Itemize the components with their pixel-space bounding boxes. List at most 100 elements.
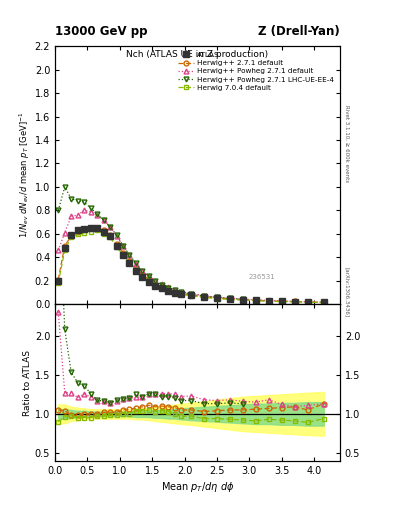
- Herwig 7.0.4 default: [228, 296, 232, 303]
- Herwig++ Powheg 2.7.1 default: [114, 233, 119, 239]
- Herwig 7.0.4 default: [160, 285, 164, 291]
- ATLAS: [69, 232, 73, 238]
- Herwig++ Powheg 2.7.1 default: [69, 213, 73, 219]
- Herwig++ Powheg 2.7.1 default: [202, 293, 206, 299]
- Herwig++ Powheg 2.7.1 LHC-UE-EE-4: [134, 260, 138, 266]
- X-axis label: Mean $p_T/d\eta\ d\phi$: Mean $p_T/d\eta\ d\phi$: [161, 480, 234, 494]
- Line: Herwig++ Powheg 2.7.1 default: Herwig++ Powheg 2.7.1 default: [56, 208, 326, 305]
- Herwig++ Powheg 2.7.1 default: [228, 295, 232, 301]
- Herwig++ Powheg 2.7.1 default: [173, 287, 177, 293]
- Herwig++ 2.7.1 default: [121, 249, 125, 255]
- ATLAS: [82, 226, 86, 232]
- Herwig++ 2.7.1 default: [69, 233, 73, 239]
- Herwig++ Powheg 2.7.1 LHC-UE-EE-4: [241, 296, 245, 302]
- Herwig++ Powheg 2.7.1 default: [253, 297, 258, 303]
- Herwig 7.0.4 default: [95, 227, 99, 233]
- ATLAS: [75, 227, 80, 233]
- Herwig++ Powheg 2.7.1 default: [279, 298, 284, 304]
- Herwig 7.0.4 default: [88, 228, 93, 234]
- ATLAS: [305, 299, 310, 305]
- ATLAS: [279, 298, 284, 305]
- ATLAS: [292, 298, 297, 305]
- Herwig++ 2.7.1 default: [127, 258, 132, 264]
- Herwig++ Powheg 2.7.1 default: [56, 247, 61, 253]
- Herwig++ Powheg 2.7.1 default: [147, 273, 151, 279]
- Herwig++ 2.7.1 default: [134, 266, 138, 272]
- Herwig++ Powheg 2.7.1 LHC-UE-EE-4: [62, 184, 67, 190]
- Herwig++ 2.7.1 default: [173, 289, 177, 295]
- ATLAS: [215, 295, 219, 301]
- ATLAS: [321, 300, 326, 306]
- Herwig++ Powheg 2.7.1 default: [95, 212, 99, 218]
- ATLAS: [134, 268, 138, 274]
- ATLAS: [166, 288, 171, 294]
- ATLAS: [173, 289, 177, 295]
- Herwig++ 2.7.1 default: [82, 226, 86, 232]
- Herwig 7.0.4 default: [114, 244, 119, 250]
- Herwig++ Powheg 2.7.1 LHC-UE-EE-4: [166, 285, 171, 291]
- Herwig++ Powheg 2.7.1 LHC-UE-EE-4: [179, 289, 184, 295]
- ATLAS: [62, 245, 67, 251]
- Herwig++ Powheg 2.7.1 default: [305, 299, 310, 305]
- Herwig++ Powheg 2.7.1 LHC-UE-EE-4: [95, 211, 99, 217]
- Herwig 7.0.4 default: [127, 260, 132, 266]
- Herwig++ Powheg 2.7.1 LHC-UE-EE-4: [215, 294, 219, 301]
- Herwig++ 2.7.1 default: [62, 243, 67, 249]
- Herwig++ 2.7.1 default: [101, 227, 106, 233]
- ATLAS: [56, 278, 61, 284]
- Herwig++ Powheg 2.7.1 LHC-UE-EE-4: [140, 268, 145, 274]
- Herwig++ 2.7.1 default: [153, 281, 158, 287]
- ATLAS: [140, 274, 145, 281]
- Herwig++ Powheg 2.7.1 LHC-UE-EE-4: [101, 217, 106, 223]
- Herwig 7.0.4 default: [69, 234, 73, 241]
- Herwig 7.0.4 default: [75, 231, 80, 237]
- Herwig++ Powheg 2.7.1 default: [215, 294, 219, 300]
- Herwig++ Powheg 2.7.1 LHC-UE-EE-4: [189, 291, 193, 297]
- Line: ATLAS: ATLAS: [55, 225, 327, 305]
- Herwig++ 2.7.1 default: [253, 297, 258, 303]
- ATLAS: [147, 279, 151, 285]
- Herwig++ Powheg 2.7.1 LHC-UE-EE-4: [173, 287, 177, 293]
- Herwig++ 2.7.1 default: [95, 225, 99, 231]
- Herwig++ 2.7.1 default: [140, 272, 145, 278]
- Herwig++ Powheg 2.7.1 LHC-UE-EE-4: [88, 205, 93, 211]
- Herwig 7.0.4 default: [292, 299, 297, 305]
- Herwig++ Powheg 2.7.1 LHC-UE-EE-4: [202, 293, 206, 299]
- Herwig++ 2.7.1 default: [305, 299, 310, 305]
- Herwig++ Powheg 2.7.1 default: [62, 229, 67, 236]
- Herwig 7.0.4 default: [153, 282, 158, 288]
- Herwig++ Powheg 2.7.1 LHC-UE-EE-4: [127, 252, 132, 258]
- Line: Herwig 7.0.4 default: Herwig 7.0.4 default: [56, 228, 326, 305]
- ATLAS: [114, 243, 119, 249]
- Herwig++ 2.7.1 default: [228, 296, 232, 302]
- ATLAS: [108, 233, 112, 239]
- Herwig++ Powheg 2.7.1 default: [153, 278, 158, 284]
- Herwig 7.0.4 default: [305, 299, 310, 305]
- Herwig 7.0.4 default: [215, 295, 219, 302]
- Herwig 7.0.4 default: [56, 280, 61, 286]
- Herwig++ Powheg 2.7.1 LHC-UE-EE-4: [121, 243, 125, 249]
- Herwig++ Powheg 2.7.1 default: [266, 297, 271, 304]
- ATLAS: [189, 292, 193, 298]
- ATLAS: [253, 297, 258, 304]
- Y-axis label: Ratio to ATLAS: Ratio to ATLAS: [23, 350, 32, 416]
- Herwig 7.0.4 default: [266, 298, 271, 304]
- Herwig++ 2.7.1 default: [189, 292, 193, 298]
- Herwig++ Powheg 2.7.1 default: [189, 290, 193, 296]
- Herwig 7.0.4 default: [62, 247, 67, 253]
- Herwig 7.0.4 default: [241, 297, 245, 303]
- Herwig++ Powheg 2.7.1 default: [140, 268, 145, 274]
- Herwig 7.0.4 default: [189, 293, 193, 299]
- Herwig 7.0.4 default: [173, 289, 177, 295]
- Herwig 7.0.4 default: [253, 297, 258, 304]
- Herwig 7.0.4 default: [134, 267, 138, 273]
- Herwig 7.0.4 default: [82, 229, 86, 236]
- Herwig 7.0.4 default: [121, 252, 125, 258]
- Herwig 7.0.4 default: [279, 298, 284, 305]
- Herwig++ 2.7.1 default: [202, 294, 206, 300]
- Line: Herwig++ Powheg 2.7.1 LHC-UE-EE-4: Herwig++ Powheg 2.7.1 LHC-UE-EE-4: [56, 184, 245, 302]
- ATLAS: [266, 298, 271, 304]
- Herwig 7.0.4 default: [140, 273, 145, 279]
- Herwig++ Powheg 2.7.1 LHC-UE-EE-4: [69, 196, 73, 202]
- Text: Nch (ATLAS UE in Z production): Nch (ATLAS UE in Z production): [127, 50, 268, 59]
